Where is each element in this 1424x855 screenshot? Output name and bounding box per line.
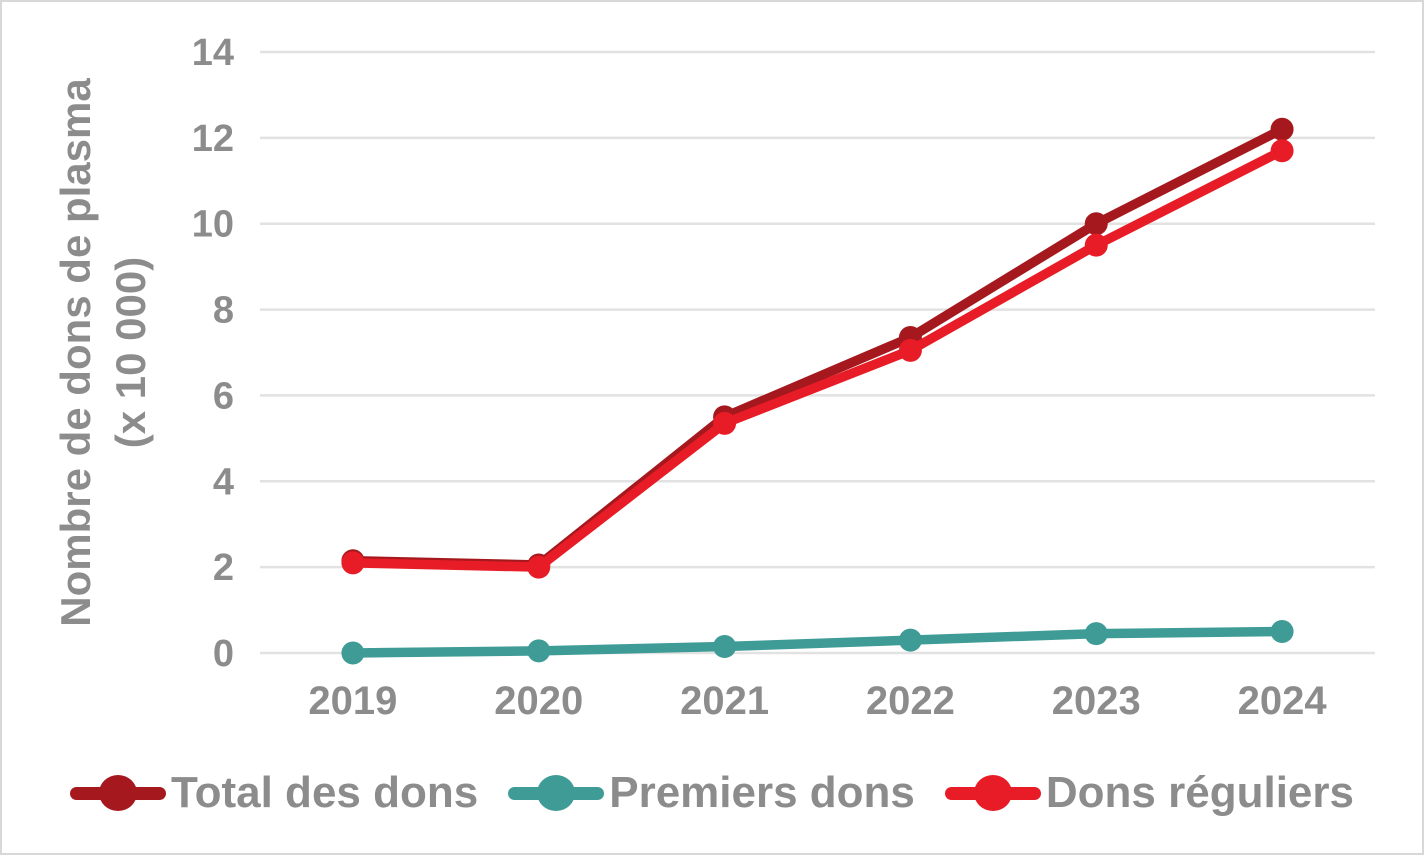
- y-axis-title-line-1: Nombre de dons de plasma: [52, 78, 99, 627]
- data-point-premiers-dons-2024: [1270, 620, 1294, 644]
- x-tick-label-2020: 2020: [494, 679, 583, 723]
- legend-label: Dons réguliers: [1045, 768, 1354, 817]
- legend-label: Total des dons: [171, 768, 479, 817]
- data-point-dons-r-guliers-2024: [1270, 139, 1294, 163]
- data-point-dons-r-guliers-2020: [527, 555, 551, 579]
- y-tick-label-0: 0: [213, 633, 234, 675]
- data-point-premiers-dons-2023: [1084, 622, 1108, 646]
- data-point-premiers-dons-2022: [898, 628, 922, 652]
- y-tick-label-12: 12: [192, 118, 234, 160]
- y-tick-label-6: 6: [213, 375, 234, 417]
- x-tick-label-2024: 2024: [1238, 679, 1328, 723]
- legend-marker-icon: [508, 773, 605, 813]
- data-point-premiers-dons-2019: [341, 641, 365, 665]
- y-tick-label-14: 14: [192, 32, 234, 74]
- x-tick-label-2019: 2019: [308, 679, 397, 723]
- legend-marker-icon: [944, 773, 1041, 813]
- series-line-total-des-dons: [348, 124, 1287, 570]
- data-point-dons-r-guliers-2023: [1084, 233, 1108, 257]
- y-axis-title-line-2: (x 10 000): [107, 257, 154, 448]
- data-point-premiers-dons-2020: [527, 639, 551, 663]
- x-tick-label-2021: 2021: [680, 679, 769, 723]
- data-point-dons-r-guliers-2019: [341, 551, 365, 575]
- y-tick-label-8: 8: [213, 290, 234, 332]
- y-tick-label-10: 10: [192, 204, 234, 246]
- legend-label: Premiers dons: [609, 768, 915, 817]
- legend-marker-icon: [70, 773, 166, 813]
- plot-area: 0 2 4 6 8 10 12 14 2019 2020 2021 2022 2023 2024 Nombr…: [52, 32, 1375, 723]
- data-point-total-des-dons-2023: [1084, 212, 1108, 236]
- data-point-dons-r-guliers-2021: [713, 411, 737, 435]
- y-tick-label-2: 2: [213, 547, 234, 589]
- legend-item-premiers-dons: Premiers dons: [508, 768, 915, 818]
- legend-item-total-des-dons: Total des dons: [70, 768, 478, 818]
- series-line-dons-r-guliers: [348, 145, 1287, 572]
- data-point-dons-r-guliers-2022: [898, 338, 922, 362]
- y-tick-label-4: 4: [213, 461, 234, 503]
- data-point-premiers-dons-2021: [713, 635, 737, 659]
- chart-legend: Total des dons Premiers dons Dons régulier…: [2, 758, 1422, 828]
- legend-item-dons-r-guliers: Dons réguliers: [944, 768, 1354, 818]
- x-tick-label-2023: 2023: [1052, 679, 1141, 723]
- data-point-total-des-dons-2024: [1270, 117, 1294, 141]
- x-tick-label-2022: 2022: [866, 679, 955, 723]
- series-line-premiers-dons: [348, 626, 1287, 658]
